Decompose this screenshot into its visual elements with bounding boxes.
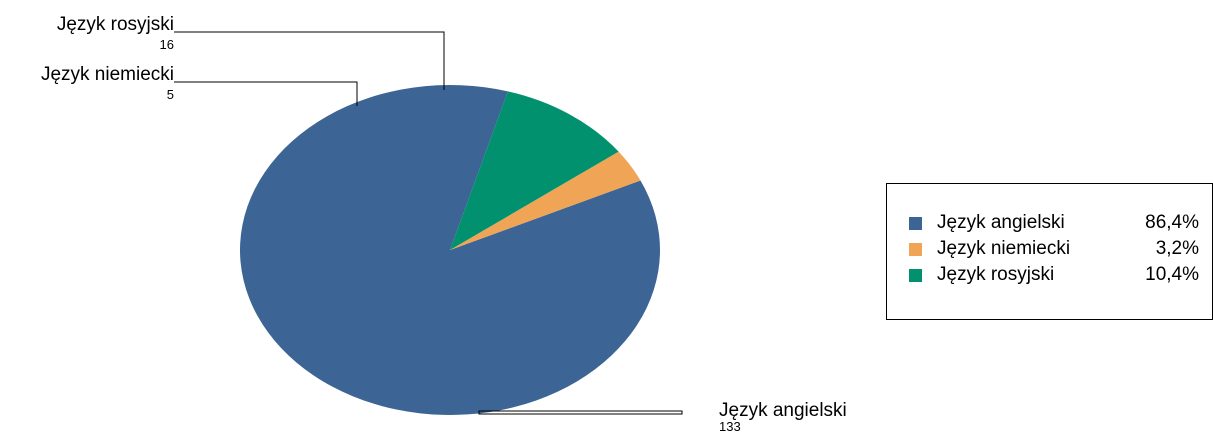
legend-label-angielski: Język angielski <box>937 212 1065 233</box>
pie-slice-rosyjski <box>450 91 619 250</box>
leader-line-angielski <box>478 410 683 415</box>
callout-value-niemiecki: 5 <box>167 87 174 102</box>
pie-slice-niemiecki <box>450 151 641 250</box>
callout-label-niemiecki: Język niemiecki <box>41 64 174 85</box>
legend-percent-niemiecki: 3,2% <box>1155 238 1199 259</box>
leader-line-niemiecki <box>174 81 358 106</box>
legend-label-rosyjski: Język rosyjski <box>937 264 1055 285</box>
legend-item-niemiecki: Język niemiecki 3,2% <box>909 238 1199 260</box>
pie-slices <box>240 84 661 415</box>
legend: Język angielski 86,4% Język niemiecki 3,… <box>886 183 1213 320</box>
callout-label-angielski: Język angielski <box>719 400 847 421</box>
leader-line-rosyjski <box>174 31 445 90</box>
legend-item-rosyjski: Język rosyjski 10,4% <box>909 264 1199 286</box>
legend-percent-rosyjski: 10,4% <box>1145 264 1199 285</box>
callout-value-angielski: 133 <box>719 419 741 434</box>
callout-value-rosyjski: 16 <box>160 37 174 52</box>
legend-item-angielski: Język angielski 86,4% <box>909 212 1199 234</box>
legend-label-niemiecki: Język niemiecki <box>937 238 1071 259</box>
legend-swatch-angielski <box>909 217 922 230</box>
callout-label-rosyjski: Język rosyjski <box>57 14 174 35</box>
legend-percent-angielski: 86,4% <box>1145 212 1199 233</box>
legend-swatch-rosyjski <box>909 269 922 282</box>
pie-slice-angielski <box>240 84 661 415</box>
legend-swatch-niemiecki <box>909 243 922 256</box>
